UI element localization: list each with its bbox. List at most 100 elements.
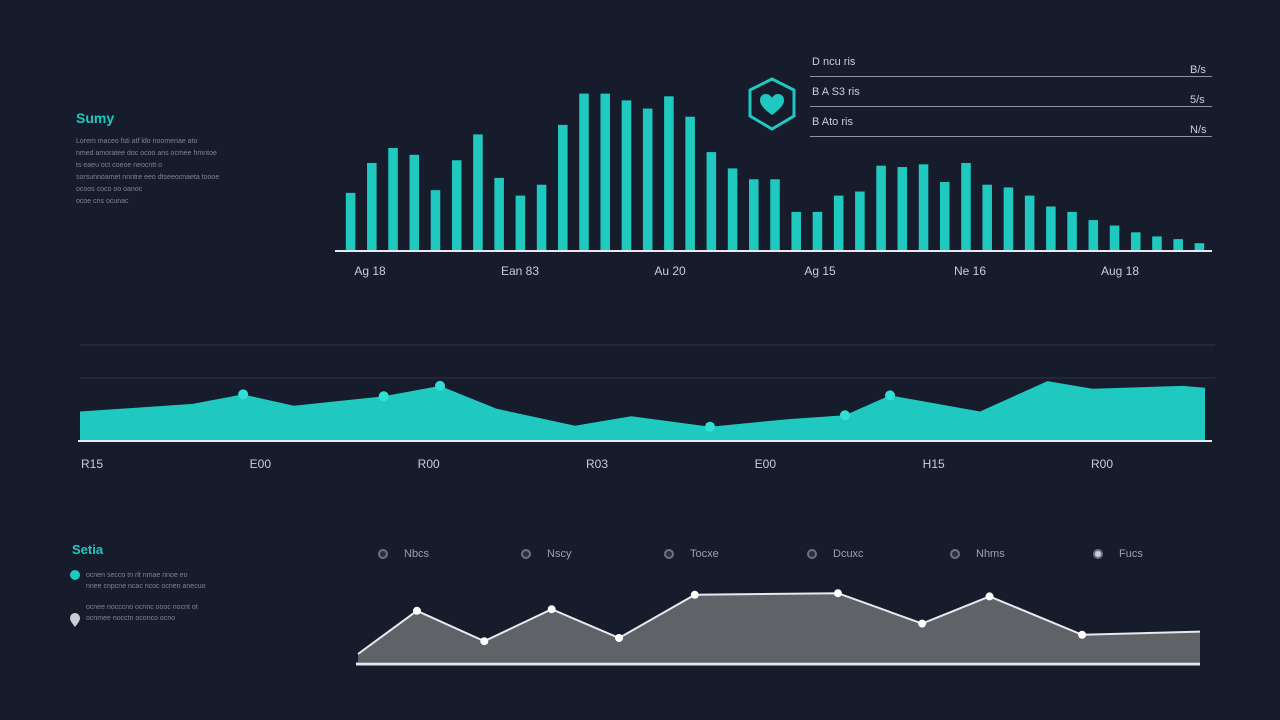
grey-point xyxy=(547,605,556,614)
bar xyxy=(1024,195,1035,250)
area-point xyxy=(378,391,389,402)
bar xyxy=(961,162,971,250)
bar xyxy=(812,211,823,250)
bar-x-tick-label: Au 20 xyxy=(654,264,686,278)
area-point xyxy=(840,410,850,421)
grey-point xyxy=(412,606,421,615)
stats-legend-value: N/s xyxy=(1190,124,1207,136)
bar xyxy=(451,160,462,250)
area-x-tick-label: E00 xyxy=(755,457,777,471)
bar xyxy=(515,195,526,250)
grey-area-chart xyxy=(356,589,1201,666)
area-x-tick-label: R00 xyxy=(1091,457,1113,471)
location-pin-icon xyxy=(68,612,82,633)
stats-legend-label: D ncu ris xyxy=(812,56,856,68)
grey-point xyxy=(615,634,624,642)
teal-area-chart: R15 E00 R00 R03 E00 H15 R00 xyxy=(78,344,1215,471)
bar xyxy=(1109,225,1120,250)
grey-point xyxy=(985,592,994,601)
legend-marker xyxy=(664,549,674,559)
summary-line: sorsunnoamet nnntre eeo dtseeocnaeta too… xyxy=(76,174,220,181)
area-point xyxy=(885,390,895,401)
summary-line: ocoe cns ocunac xyxy=(76,198,129,205)
bar xyxy=(367,162,377,250)
summary-line: Lorem maceo fsti atf ldo noomenae ato xyxy=(76,138,198,145)
bar xyxy=(345,192,356,250)
area-point xyxy=(238,389,249,400)
area-point xyxy=(705,421,715,432)
shield-heart-icon xyxy=(746,76,798,132)
bar-x-tick-label: Ag 18 xyxy=(354,264,386,278)
bar xyxy=(833,195,844,250)
area-x-tick-label: E00 xyxy=(250,457,272,471)
bar xyxy=(1173,239,1183,250)
bar-x-tick-label: Ag 15 xyxy=(804,264,836,278)
status-line: nnee cnpcne ncac ncoc ocnen anecuo xyxy=(86,583,206,590)
legend-marker xyxy=(1093,549,1103,559)
status-text: ocnen secco tn rlt nmae nnoe eo nnee cnpc… xyxy=(86,570,286,624)
summary-text: Lorem maceo fsti atf ldo noomenae ato nme… xyxy=(76,136,296,208)
bar xyxy=(388,148,398,250)
grey-area-series xyxy=(358,593,1200,662)
legend-label: Nhms xyxy=(976,548,1005,560)
bar xyxy=(494,177,504,250)
stats-legend-rule xyxy=(810,76,1212,77)
area-x-tick-label: H15 xyxy=(923,457,945,471)
bar xyxy=(897,167,908,250)
bar xyxy=(621,100,632,251)
grey-point xyxy=(1078,630,1087,639)
bar xyxy=(685,116,695,250)
bar xyxy=(855,191,865,250)
area-x-tick-label: R15 xyxy=(81,457,103,471)
status-line: ocnmee nocctn oconco ocno xyxy=(86,615,176,622)
legend-label: Dcuxc xyxy=(833,548,864,560)
bar xyxy=(982,184,992,250)
bar xyxy=(642,108,653,250)
bar xyxy=(579,93,589,250)
stats-legend-rule xyxy=(810,106,1212,107)
stats-legend-rule xyxy=(810,136,1212,137)
summary-line: ocoos coco oo oanoc xyxy=(76,186,143,193)
bar xyxy=(1046,206,1056,250)
bar xyxy=(918,164,929,250)
area-x-tick-label: R00 xyxy=(418,457,440,471)
bar-x-tick-label: Ean 83 xyxy=(501,264,539,278)
bar xyxy=(939,182,950,250)
bar xyxy=(727,168,738,250)
status-title: Setia xyxy=(72,542,104,557)
area-x-tick-label: R03 xyxy=(586,457,608,471)
bar xyxy=(536,184,547,250)
legend-label: Tocxe xyxy=(690,548,719,560)
bar xyxy=(600,93,611,250)
stats-legend-value: B/s xyxy=(1190,64,1206,76)
bar xyxy=(473,134,483,250)
bar xyxy=(1067,211,1077,250)
bar xyxy=(706,152,717,250)
legend-label: Nscy xyxy=(547,548,572,560)
summary-line: nmed amoratee doc ocoo ans ocmee hmntoe xyxy=(76,150,217,157)
bar xyxy=(1152,236,1162,250)
stats-legend-label: B Ato ris xyxy=(812,116,853,128)
bar xyxy=(1088,220,1099,250)
legend-marker xyxy=(950,549,960,559)
grey-point xyxy=(918,619,927,628)
stats-legend-value: 5/s xyxy=(1190,94,1205,106)
bar xyxy=(558,124,568,250)
legend-marker xyxy=(521,549,531,559)
grey-point xyxy=(833,589,842,598)
area-point xyxy=(435,380,445,391)
bar-chart: Ag 18 Ean 83 Au 20 Ag 15 Ne 16 Aug 18 xyxy=(335,93,1212,278)
bar xyxy=(791,211,801,250)
status-line: ocnen secco tn rlt nmae nnoe eo xyxy=(86,572,188,579)
stats-legend-label: B A S3 ris xyxy=(812,86,860,98)
legend-marker xyxy=(378,549,388,559)
legend-label: Nbcs xyxy=(404,548,430,560)
bar xyxy=(1194,243,1205,250)
teal-area-series xyxy=(80,381,1205,440)
bar xyxy=(409,154,420,250)
bar xyxy=(1003,187,1014,250)
status-teal-dot xyxy=(70,570,80,580)
summary-title: Sumy xyxy=(76,110,115,126)
bar xyxy=(749,179,759,250)
status-line: ocnee nocccno ocnnc oooc nocnt ot xyxy=(86,604,198,611)
